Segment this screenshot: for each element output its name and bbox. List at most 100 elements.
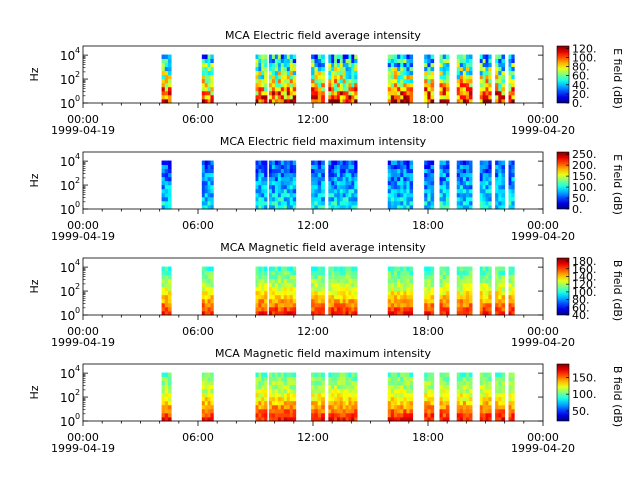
spectrogram-segment (495, 160, 506, 210)
x-tick-label: 00:00 (67, 431, 99, 444)
colorbar-tick-label: 60. (572, 301, 590, 314)
spectrogram-segment (387, 266, 414, 316)
spectrogram-segment (201, 160, 214, 210)
x-tick-label: 00:00 (527, 113, 559, 126)
y-tick-exponent: 2 (75, 388, 80, 397)
colorbar-tick-label: 0. (572, 203, 583, 216)
spectrogram-segment (508, 372, 515, 422)
x-tick-label: 18:00 (412, 219, 444, 232)
spectrogram-segment (311, 160, 325, 210)
spectrogram-segment (508, 160, 515, 210)
y-tick-exponent: 0 (75, 94, 80, 103)
colorbar-tick-label: 50. (572, 192, 590, 205)
spectrogram-segment (508, 54, 515, 104)
y-axis-label: Hz (28, 385, 41, 399)
spectrogram-segment (495, 372, 506, 422)
y-axis-label: Hz (28, 279, 41, 293)
colorbar-tick-label: 250. (572, 148, 597, 161)
y-tick-label: 10 (60, 179, 75, 193)
spectrogram-segment (201, 266, 214, 316)
y-tick-exponent: 2 (75, 176, 80, 185)
x-tick-label: 06:00 (182, 219, 214, 232)
spectrogram-segment (161, 160, 172, 210)
colorbar-tick-label: 120. (572, 278, 597, 291)
chart-title: MCA Electric field maximum intensity (220, 135, 427, 148)
spectrogram-segment (268, 54, 297, 104)
colorbar-label: E field (dB) (611, 48, 624, 109)
x-tick-label: 18:00 (412, 325, 444, 338)
colorbar-tick-label: 100. (572, 51, 597, 64)
spectrogram-segment (328, 266, 358, 316)
y-tick-exponent: 4 (75, 152, 80, 161)
colorbar: 40.60.80.100.120.140.160.180. B field (dB… (556, 255, 624, 322)
spectrogram-segment (479, 266, 492, 316)
colorbar-tick-label: 20. (572, 88, 590, 101)
x-tick-label: 00:00 (67, 325, 99, 338)
spectrogram-segment (439, 266, 450, 316)
colorbar: 0.20.40.60.80.100.120. E field (dB) (556, 42, 624, 110)
colorbar-tick-label: 100. (572, 286, 597, 299)
chart-title: MCA Electric field average intensity (225, 29, 421, 42)
spectrogram-segment (201, 54, 214, 104)
colorbar: 50. 100. 150. B field (dB) (556, 363, 624, 427)
spectrogram-segment (201, 372, 214, 422)
y-tick-label: 10 (60, 97, 75, 111)
spectrogram-segment (387, 372, 414, 422)
spectrogram-segment (439, 54, 450, 104)
colorbar-tick-label: 150. (572, 170, 597, 183)
spectrogram-segment (424, 266, 435, 316)
colorbar-scale (556, 363, 570, 422)
colorbar-scale (556, 45, 570, 104)
spectrogram-segment (255, 372, 268, 422)
x-tick-label: 12:00 (297, 113, 329, 126)
y-tick-label: 10 (60, 391, 75, 405)
colorbar-tick-label: 40. (572, 309, 590, 322)
spectrogram-segment (424, 54, 435, 104)
y-axis-label: Hz (28, 67, 41, 81)
spectrogram-segment (479, 160, 492, 210)
y-tick-label: 10 (60, 309, 75, 323)
y-tick-label: 10 (60, 261, 75, 275)
colorbar-tick-label: 60. (572, 70, 590, 83)
spectrogram-segment (424, 160, 435, 210)
y-tick-exponent: 2 (75, 282, 80, 291)
x-tick-label: 12:00 (297, 431, 329, 444)
colorbar-tick-label: 0. (572, 97, 583, 110)
spectrogram-segment (255, 160, 268, 210)
y-tick-label: 10 (60, 49, 75, 63)
spectrogram-segment (328, 372, 358, 422)
x-tick-date: 1999-04-19 (51, 230, 115, 243)
spectrogram-segment (161, 266, 172, 316)
spectrogram-segment (439, 160, 450, 210)
colorbar-tick-label: 80. (572, 61, 590, 74)
spectrogram-segment (268, 160, 297, 210)
colorbar-tick-label: 100. (572, 181, 597, 194)
y-tick-exponent: 4 (75, 258, 80, 267)
x-tick-label: 00:00 (527, 325, 559, 338)
spectrogram-segment (268, 266, 297, 316)
y-tick-label: 10 (60, 415, 75, 429)
colorbar-label: E field (dB) (611, 154, 624, 215)
x-tick-date: 1999-04-20 (511, 124, 575, 137)
x-tick-date: 1999-04-19 (51, 336, 115, 349)
spectrogram-segment (328, 160, 358, 210)
colorbar: 0.50.100.150.200.250. E field (dB) (556, 148, 624, 216)
spectrogram-segment (255, 54, 268, 104)
y-tick-exponent: 0 (75, 412, 80, 421)
spectrogram-segment (328, 54, 358, 104)
y-tick-exponent: 0 (75, 306, 80, 315)
y-tick-exponent: 0 (75, 200, 80, 209)
spectrogram-segment (495, 54, 506, 104)
y-tick-label: 10 (60, 155, 75, 169)
spectrogram-segment (456, 160, 473, 210)
colorbar-tick-label: 180. (572, 255, 597, 268)
chart-title: MCA Magnetic field maximum intensity (215, 347, 431, 360)
spectrogram-segment (456, 372, 473, 422)
x-tick-label: 06:00 (182, 325, 214, 338)
colorbar-scale (556, 151, 570, 210)
colorbar-tick-label: 160. (572, 263, 597, 276)
y-axis-label: Hz (28, 173, 41, 187)
x-tick-label: 18:00 (412, 113, 444, 126)
